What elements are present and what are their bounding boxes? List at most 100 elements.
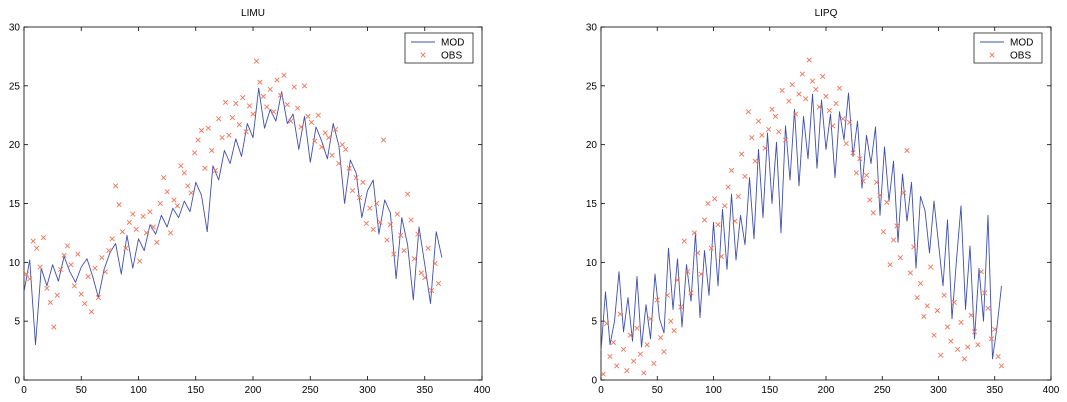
obs-point [54, 292, 60, 298]
obs-point [664, 292, 670, 298]
obs-point [161, 174, 167, 181]
legend-box [404, 32, 474, 64]
obs-point [374, 200, 380, 207]
obs-point [391, 251, 397, 257]
obs-point [126, 219, 132, 225]
obs-point [343, 146, 349, 152]
obs-point [174, 203, 181, 209]
obs-point [308, 119, 315, 125]
obs-point [853, 170, 859, 176]
obs-point [305, 113, 311, 120]
chart-title: LIMU [241, 8, 265, 19]
obs-point [178, 163, 184, 169]
obs-point [833, 100, 839, 107]
obs-point [243, 129, 249, 135]
obs-point [274, 77, 280, 83]
obs-point [411, 256, 418, 262]
legend-box [973, 32, 1043, 64]
obs-point [658, 335, 664, 341]
series-line-mod [600, 92, 1002, 360]
obs-point [99, 255, 105, 261]
obs-point [965, 344, 971, 350]
obs-point [363, 220, 369, 227]
obs-point [830, 123, 836, 129]
obs-point [826, 107, 832, 114]
x-tick-label: 350 [986, 385, 1003, 396]
obs-point [315, 112, 321, 118]
obs-point [995, 353, 1001, 360]
obs-point [607, 353, 613, 360]
obs-point [30, 238, 36, 244]
obs-point [631, 358, 637, 364]
obs-point [955, 346, 961, 353]
x-tick-label: 400 [474, 385, 491, 396]
obs-point [634, 325, 640, 331]
obs-point [415, 231, 421, 237]
obs-point [154, 239, 160, 245]
obs-point [137, 258, 143, 264]
x-tick-label: 0 [598, 385, 604, 396]
obs-point [816, 104, 822, 110]
obs-point [691, 230, 697, 236]
obs-point [171, 197, 177, 203]
obs-point [429, 287, 435, 294]
obs-point [884, 199, 890, 205]
obs-point [284, 102, 290, 108]
obs-point [870, 210, 876, 216]
obs-point [928, 264, 934, 270]
obs-point [422, 275, 428, 281]
obs-point [901, 190, 907, 196]
obs-point [75, 251, 81, 257]
obs-point [661, 349, 667, 355]
obs-point [924, 303, 930, 309]
obs-point [346, 165, 352, 171]
obs-point [236, 122, 242, 128]
obs-point [356, 194, 363, 201]
obs-point [360, 179, 366, 185]
obs-point [850, 150, 856, 156]
obs-point [600, 371, 606, 377]
obs-point [772, 113, 778, 120]
obs-point [312, 138, 318, 144]
obs-point [130, 211, 136, 217]
x-tick-label: 100 [705, 385, 722, 396]
obs-point [867, 197, 873, 203]
obs-point [260, 93, 266, 100]
obs-point [921, 313, 927, 320]
obs-point [614, 363, 620, 369]
obs-point [44, 285, 50, 291]
obs-point [786, 98, 792, 104]
obs-point [288, 118, 294, 124]
obs-point [880, 229, 886, 235]
obs-point [877, 192, 883, 198]
obs-point [931, 332, 937, 338]
obs-point [219, 134, 225, 141]
obs-point [291, 84, 297, 90]
obs-point [789, 82, 795, 88]
obs-point [319, 144, 325, 150]
series-markers-obs [600, 57, 1005, 377]
y-tick-label: 20 [586, 140, 598, 151]
obs-point [246, 103, 253, 109]
obs-point [147, 209, 153, 215]
obs-point [985, 305, 991, 311]
obs-point [202, 165, 208, 171]
legend: MOD OBS [973, 32, 1043, 64]
obs-point [674, 277, 681, 283]
obs-point [799, 71, 805, 77]
obs-point [264, 104, 270, 110]
obs-point [270, 109, 277, 115]
plot-area [600, 26, 1052, 381]
obs-point [894, 223, 900, 229]
obs-point [102, 269, 108, 275]
obs-point [971, 329, 978, 335]
obs-point [301, 83, 308, 89]
legend-marker-swatch [420, 52, 426, 58]
obs-point [725, 184, 731, 190]
obs-point [887, 262, 893, 268]
obs-point [349, 187, 356, 194]
obs-point [27, 276, 33, 282]
obs-point [944, 324, 951, 330]
obs-point [752, 158, 758, 164]
obs-point [688, 290, 694, 296]
